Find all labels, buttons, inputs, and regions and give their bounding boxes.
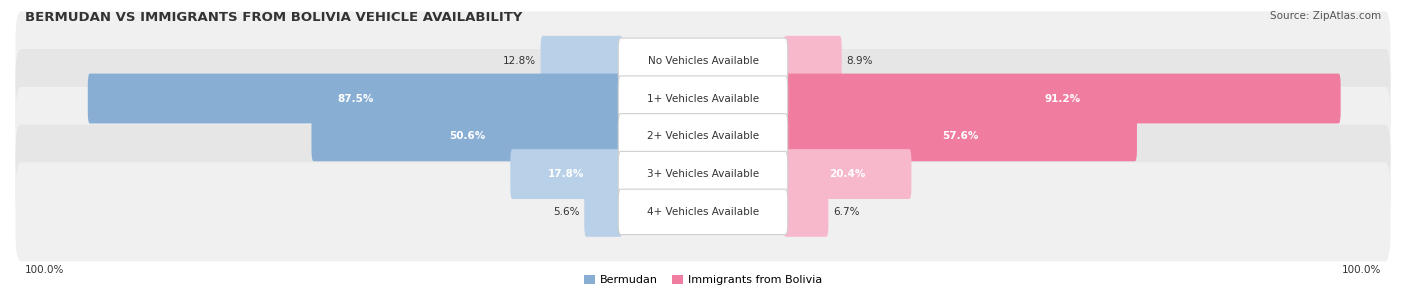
Text: 8.9%: 8.9% <box>846 56 873 66</box>
Text: 91.2%: 91.2% <box>1045 94 1080 104</box>
Text: 4+ Vehicles Available: 4+ Vehicles Available <box>647 207 759 217</box>
FancyBboxPatch shape <box>15 162 1391 261</box>
Legend: Bermudan, Immigrants from Bolivia: Bermudan, Immigrants from Bolivia <box>583 275 823 285</box>
Text: 20.4%: 20.4% <box>830 169 866 179</box>
FancyBboxPatch shape <box>619 76 787 121</box>
Text: 100.0%: 100.0% <box>1341 265 1381 275</box>
FancyBboxPatch shape <box>783 36 842 86</box>
FancyBboxPatch shape <box>619 189 787 235</box>
Text: 50.6%: 50.6% <box>449 131 485 141</box>
FancyBboxPatch shape <box>15 49 1391 148</box>
FancyBboxPatch shape <box>312 111 623 161</box>
Text: Source: ZipAtlas.com: Source: ZipAtlas.com <box>1270 11 1381 21</box>
FancyBboxPatch shape <box>783 111 1137 161</box>
Text: 3+ Vehicles Available: 3+ Vehicles Available <box>647 169 759 179</box>
Text: 12.8%: 12.8% <box>503 56 536 66</box>
FancyBboxPatch shape <box>510 149 623 199</box>
FancyBboxPatch shape <box>783 149 911 199</box>
FancyBboxPatch shape <box>541 36 623 86</box>
FancyBboxPatch shape <box>585 187 623 237</box>
FancyBboxPatch shape <box>619 114 787 159</box>
FancyBboxPatch shape <box>783 187 828 237</box>
FancyBboxPatch shape <box>15 125 1391 224</box>
Text: BERMUDAN VS IMMIGRANTS FROM BOLIVIA VEHICLE AVAILABILITY: BERMUDAN VS IMMIGRANTS FROM BOLIVIA VEHI… <box>25 11 523 24</box>
Text: 1+ Vehicles Available: 1+ Vehicles Available <box>647 94 759 104</box>
FancyBboxPatch shape <box>15 11 1391 110</box>
Text: 6.7%: 6.7% <box>834 207 859 217</box>
Text: 87.5%: 87.5% <box>337 94 373 104</box>
FancyBboxPatch shape <box>783 74 1341 124</box>
Text: 100.0%: 100.0% <box>25 265 65 275</box>
FancyBboxPatch shape <box>87 74 623 124</box>
Text: 5.6%: 5.6% <box>553 207 579 217</box>
Text: 57.6%: 57.6% <box>942 131 979 141</box>
FancyBboxPatch shape <box>15 87 1391 186</box>
Text: No Vehicles Available: No Vehicles Available <box>648 56 758 66</box>
FancyBboxPatch shape <box>619 151 787 197</box>
FancyBboxPatch shape <box>619 38 787 84</box>
Text: 2+ Vehicles Available: 2+ Vehicles Available <box>647 131 759 141</box>
Text: 17.8%: 17.8% <box>548 169 585 179</box>
